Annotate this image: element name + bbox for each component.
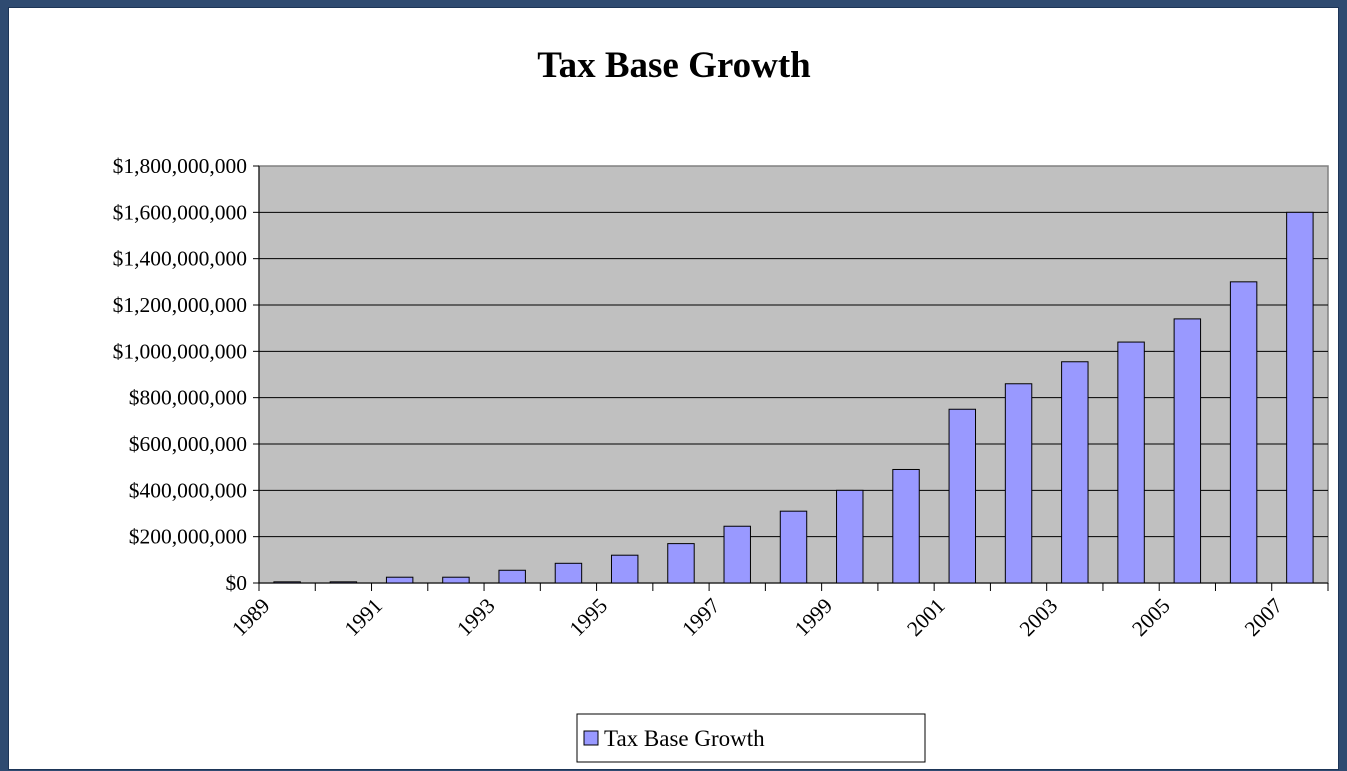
x-tick-label: 1991	[340, 594, 387, 641]
bars	[273, 211, 1314, 584]
chart-title: Tax Base Growth	[537, 45, 811, 86]
legend-box	[576, 713, 926, 763]
y-tick-label: $1,600,000,000	[113, 200, 247, 224]
bar-1997	[723, 525, 751, 584]
x-tick-label: 1997	[677, 593, 725, 641]
bar-1992	[442, 576, 470, 584]
y-tick-label: $1,000,000,000	[113, 339, 247, 363]
bar-2001	[948, 408, 977, 584]
x-tick-label: 2007	[1240, 593, 1288, 641]
bar-1996	[667, 543, 695, 584]
y-tick-label: $600,000,000	[129, 432, 247, 456]
bar-1995	[610, 554, 639, 584]
y-tick-label: $400,000,000	[129, 478, 247, 502]
bar-1994	[554, 562, 583, 584]
bar-2005	[1173, 318, 1202, 584]
x-tick-label: 1993	[452, 594, 499, 641]
y-tick-label: $0	[226, 571, 248, 595]
bar-1993	[498, 569, 526, 584]
x-tick-label: 2001	[902, 594, 949, 641]
axes	[253, 165, 1329, 591]
y-tick-label: $800,000,000	[129, 386, 247, 410]
y-tick-label: $1,400,000,000	[113, 247, 247, 271]
x-tick-label: 1989	[227, 594, 274, 641]
x-tick-label: 2005	[1127, 594, 1174, 641]
bar-2000	[892, 468, 920, 584]
chart-svg: Tax Base Growth $0 $200,000,000 $400,000,0…	[113, 45, 1329, 763]
x-axis-tick-labels: 1989 1991 1993 1995 1997 1999 2001 2003 2005 2007	[227, 593, 1287, 641]
legend-swatch	[583, 730, 599, 746]
y-axis-tick-labels: $0 $200,000,000 $400,000,000 $600,000,000 $8…	[113, 154, 247, 595]
bar-2003	[1061, 361, 1089, 584]
chart-frame: Tax Base Growth $0 $200,000,000 $400,000,0…	[8, 7, 1339, 770]
bar-2004	[1117, 341, 1145, 584]
x-tick-label: 1995	[565, 594, 612, 641]
y-tick-label: $200,000,000	[129, 525, 247, 549]
legend: Tax Base Growth	[576, 713, 926, 763]
bar-1998	[779, 510, 808, 584]
y-tick-label: $1,800,000,000	[113, 154, 247, 178]
gridlines	[259, 211, 1328, 538]
y-tick-label: $1,200,000,000	[113, 293, 247, 317]
x-tick-label: 2003	[1015, 594, 1062, 641]
bar-1999	[836, 489, 864, 584]
bar-2006	[1229, 281, 1258, 584]
bar-2002	[1004, 383, 1033, 584]
legend-label: Tax Base Growth	[604, 726, 765, 751]
bar-1991	[385, 576, 414, 584]
bar-2007	[1286, 211, 1314, 584]
x-tick-label: 1999	[790, 594, 837, 641]
